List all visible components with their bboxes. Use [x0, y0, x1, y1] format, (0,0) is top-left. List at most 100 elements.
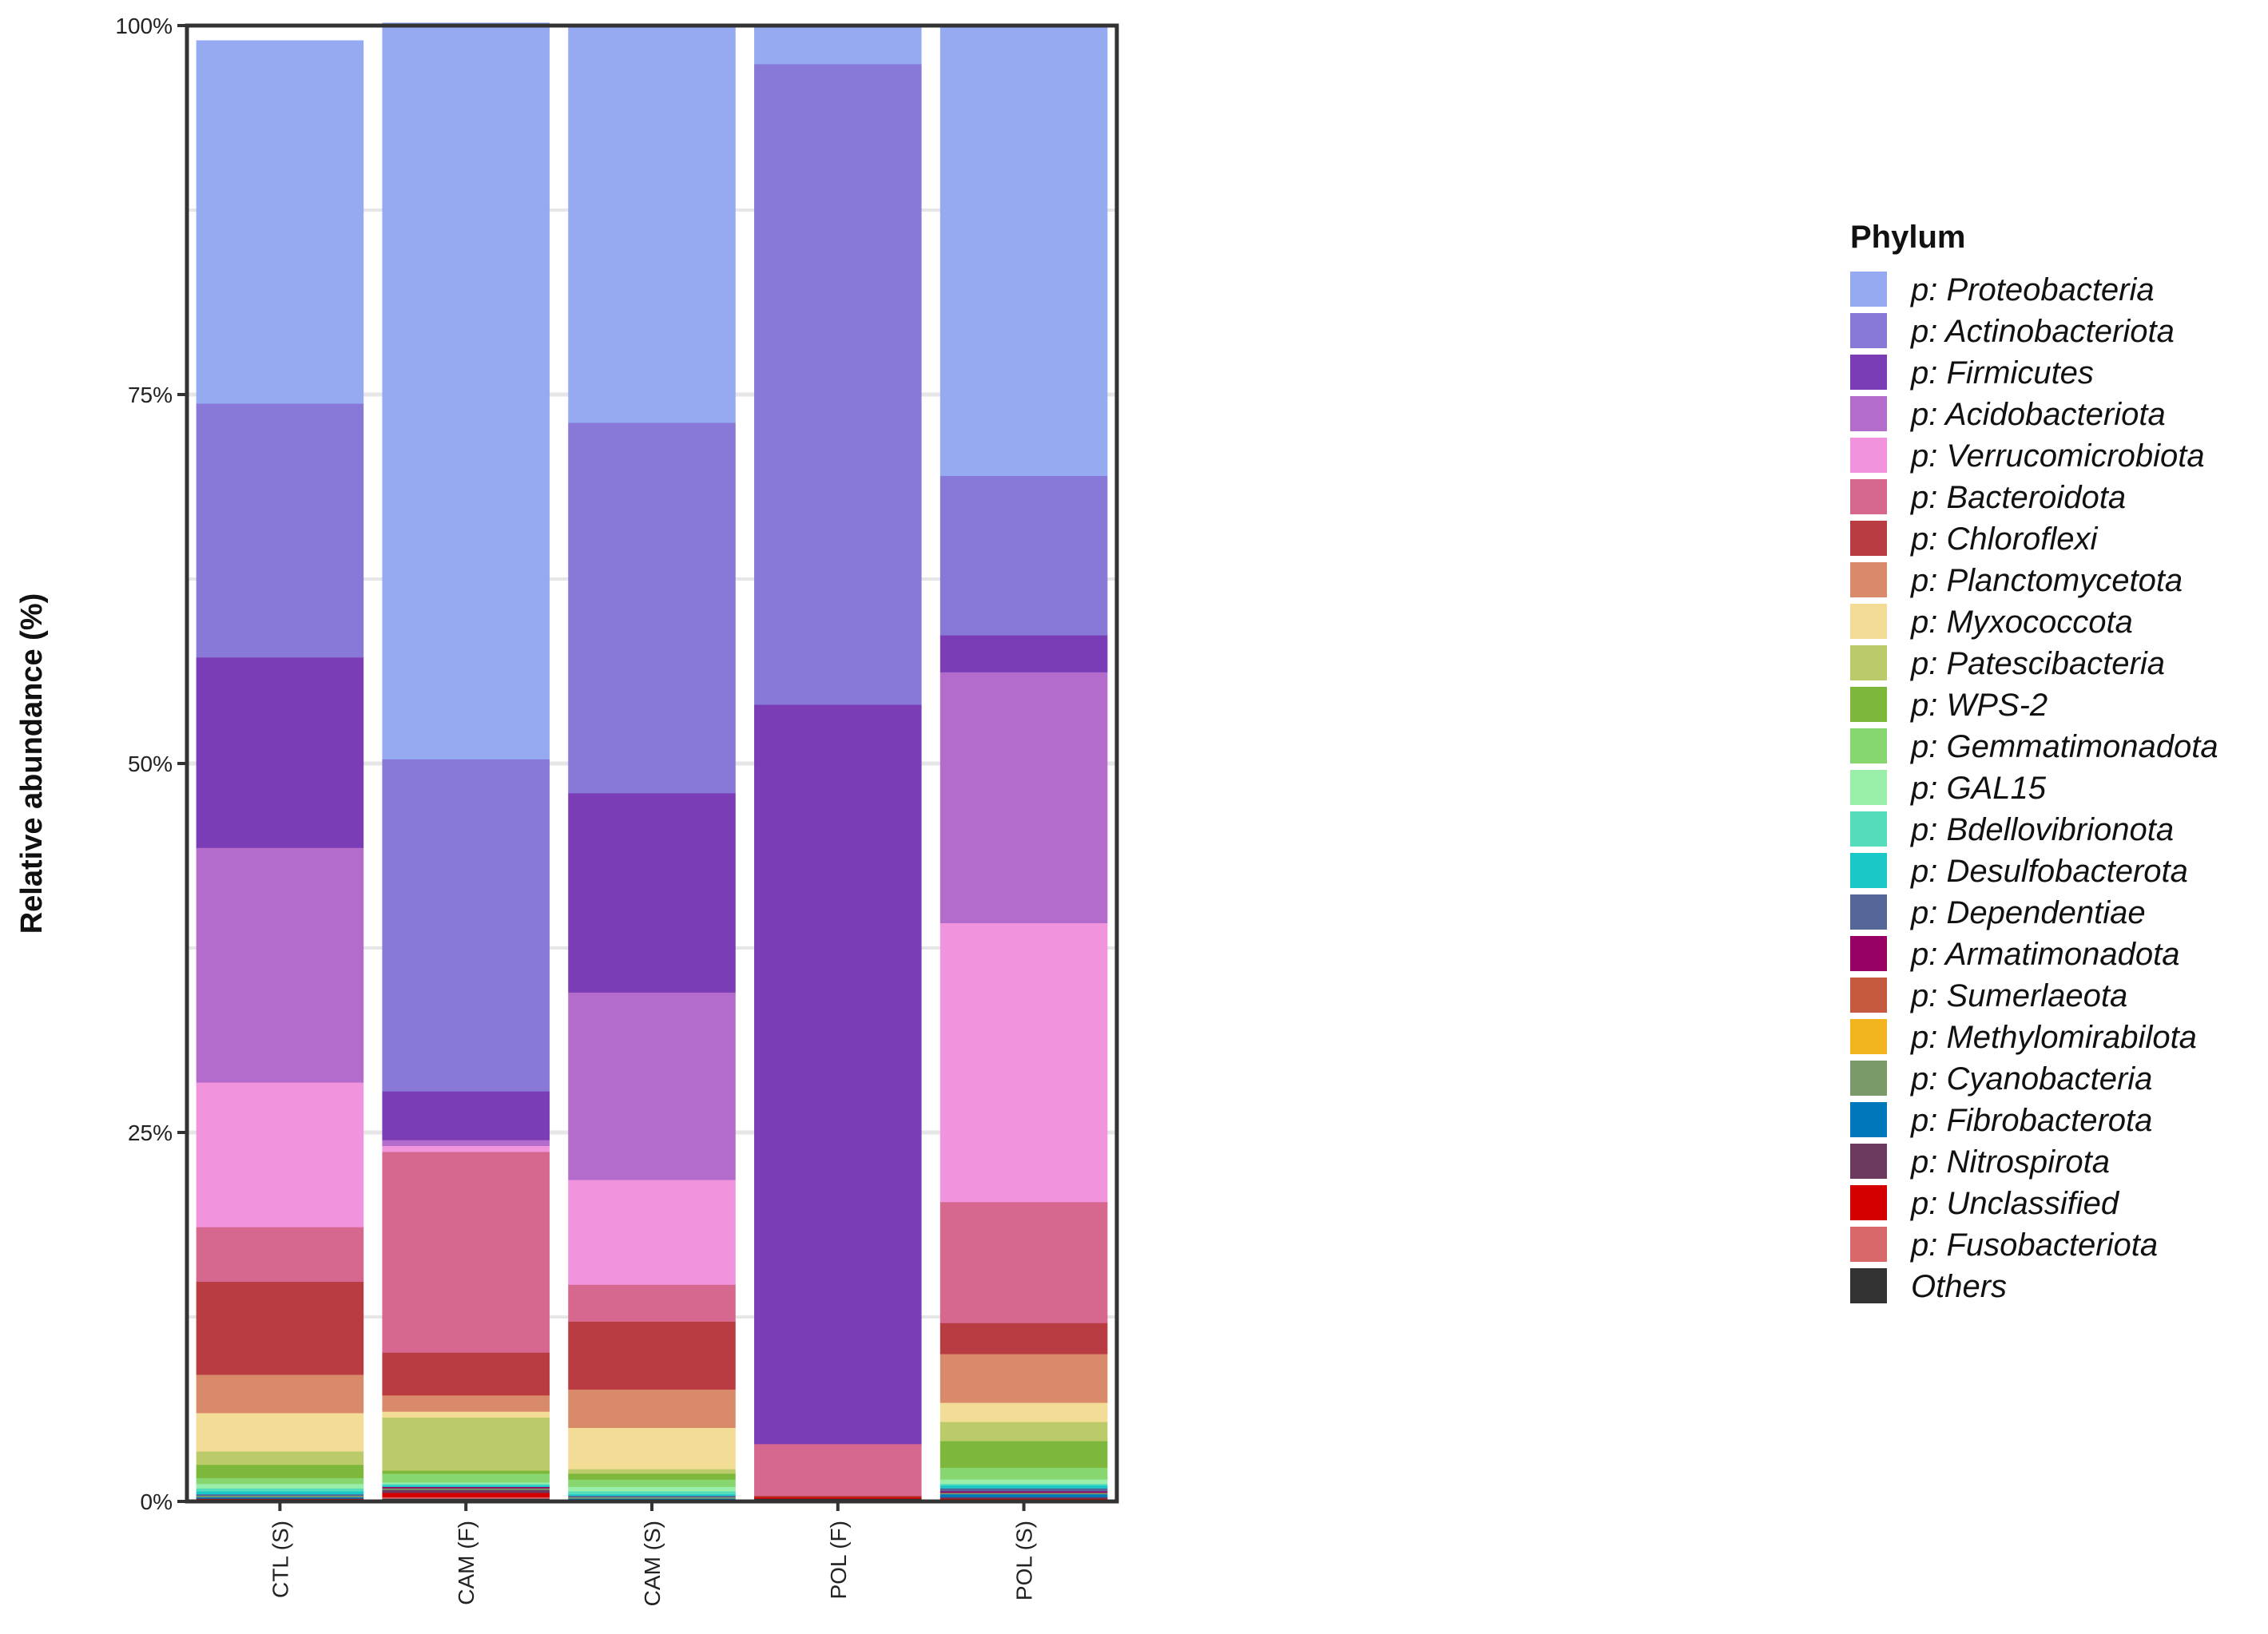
bar-segment-cyanobacteria: [568, 1497, 736, 1499]
bar-segment-actinobacteriota: [939, 475, 1108, 636]
bar-segment-verrucomicrobiota: [939, 922, 1108, 1203]
y-axis-title: Relative abundance (%): [15, 593, 49, 934]
legend-label: p: Cyanobacteria: [1910, 1061, 2152, 1097]
legend-swatch: [1850, 1144, 1887, 1179]
bar-segment-nitrospirota: [939, 1497, 1108, 1499]
bar-segment-dependentiae: [568, 1495, 736, 1497]
legend-title: Phylum: [1850, 220, 1965, 255]
legend-swatch: [1850, 687, 1887, 722]
bar-segment-bacteroidota: [382, 1152, 550, 1353]
bar-segment-verrucomicrobiota: [568, 1180, 736, 1285]
bar-segment-acidobacteriota: [382, 1140, 550, 1147]
legend-label: p: Proteobacteria: [1910, 272, 2155, 307]
bar-segment-planctomycetota: [196, 1374, 364, 1414]
legend-label: p: Acidobacteriota: [1910, 397, 2166, 432]
bar-segment-wps-2: [568, 1473, 736, 1480]
legend-swatch: [1850, 1268, 1887, 1303]
bar-segment-patescibacteria: [382, 1417, 550, 1471]
legend-label: p: Patescibacteria: [1910, 646, 2165, 681]
legend-label: p: Fibrobacterota: [1910, 1103, 2152, 1138]
bar-segment-myxococcota: [568, 1427, 736, 1469]
legend-swatch: [1850, 1102, 1887, 1137]
bar-segment-nitrospirota: [382, 1489, 550, 1493]
bar-segment-armatimonadota: [382, 1486, 550, 1489]
bar-segment-gal15: [196, 1483, 364, 1489]
bar-segment-chloroflexi: [382, 1352, 550, 1396]
legend-label: p: Bacteroidota: [1910, 480, 2126, 515]
bar-segment-bacteroidota: [754, 1443, 922, 1497]
bar-segment-bacteroidota: [196, 1227, 364, 1283]
bar-segment-fibrobacterota: [939, 1493, 1108, 1497]
bar-segment-bdellovibrionota: [196, 1488, 364, 1492]
legend-swatch: [1850, 355, 1887, 390]
bar-segment-actinobacteriota: [196, 403, 364, 658]
legend-label: p: Planctomycetota: [1910, 563, 2183, 598]
legend: Phylum p: Proteobacteria p: Actinobacterio…: [1850, 220, 2218, 1304]
bar-segment-dependentiae: [196, 1493, 364, 1497]
bar-segment-planctomycetota: [939, 1354, 1108, 1403]
bar-segment-chloroflexi: [754, 1495, 922, 1497]
bar-segment-proteobacteria: [939, 24, 1108, 477]
bar-segment-myxococcota: [196, 1413, 364, 1452]
legend-label: p: Desulfobacterota: [1910, 854, 2188, 889]
bar-segment-cyanobacteria: [382, 1488, 550, 1490]
bar-segment-bdellovibrionota: [382, 1483, 550, 1486]
legend-swatch: [1850, 521, 1887, 556]
y-tick-label: 25%: [128, 1120, 173, 1145]
legend-swatch: [1850, 1185, 1887, 1220]
bar-segment-firmicutes: [382, 1091, 550, 1140]
legend-swatch: [1850, 438, 1887, 473]
bar-segment-wps-2: [196, 1464, 364, 1478]
legend-swatch: [1850, 770, 1887, 805]
bar-segment-gal15: [382, 1481, 550, 1485]
x-tick-label: POL (S): [1012, 1521, 1037, 1600]
bar-segment-planctomycetota: [568, 1389, 736, 1428]
legend-swatch: [1850, 811, 1887, 847]
bar-segment-chloroflexi: [568, 1321, 736, 1390]
legend-label: p: Actinobacteriota: [1910, 314, 2175, 349]
legend-swatch: [1850, 313, 1887, 348]
bar-segment-acidobacteriota: [939, 672, 1108, 923]
bar-segment-actinobacteriota: [382, 759, 550, 1092]
y-tick-label: 75%: [128, 383, 173, 407]
legend-swatch: [1850, 396, 1887, 431]
legend-label: p: GAL15: [1910, 771, 2047, 806]
bar-segment-unclassified: [754, 1497, 922, 1499]
x-tick-label: POL (F): [826, 1521, 851, 1600]
legend-swatch: [1850, 728, 1887, 763]
bar-segment-desulfobacterota: [382, 1485, 550, 1487]
bar-segment-planctomycetota: [382, 1394, 550, 1412]
bar-segment-proteobacteria: [196, 40, 364, 404]
bar-segment-fibrobacterota: [196, 1497, 364, 1499]
legend-label: p: Chloroflexi: [1910, 522, 2099, 557]
legend-swatch: [1850, 562, 1887, 597]
bar-segment-desulfobacterota: [939, 1485, 1108, 1489]
legend-label: p: Dependentiae: [1910, 895, 2146, 930]
bar-segment-firmicutes: [754, 704, 922, 1445]
bar-segment-myxococcota: [382, 1411, 550, 1418]
bar-segment-unclassified: [382, 1492, 550, 1497]
legend-label: p: Armatimonadota: [1910, 937, 2179, 972]
legend-swatch: [1850, 936, 1887, 971]
axes: 0% 25% 50% 75% 100% CTL (S) CAM (F) CAM (S) POL …: [15, 14, 1119, 1606]
bar-segment-chloroflexi: [196, 1281, 364, 1375]
legend-label: p: Verrucomicrobiota: [1910, 438, 2205, 474]
legend-label: p: Firmicutes: [1910, 355, 2094, 391]
bar-segment-proteobacteria: [568, 24, 736, 423]
legend-swatch: [1850, 1019, 1887, 1054]
bar-segment-myxococcota: [939, 1402, 1108, 1422]
bar-segment-gal15: [568, 1486, 736, 1492]
y-tick-label: 0%: [141, 1489, 173, 1514]
x-tick-label: CAM (F): [454, 1521, 479, 1605]
bar-segment-patescibacteria: [939, 1422, 1108, 1442]
legend-swatch: [1850, 853, 1887, 888]
legend-label: p: Sumerlaeota: [1910, 978, 2127, 1013]
bar-segment-dependentiae: [939, 1488, 1108, 1492]
bar-segment-chloroflexi: [939, 1323, 1108, 1354]
bar-segment-bacteroidota: [568, 1284, 736, 1322]
bar-segment-armatimonadota: [939, 1491, 1108, 1493]
bar-segment-unclassified: [196, 1498, 364, 1501]
bar-segment-desulfobacterota: [196, 1491, 364, 1495]
